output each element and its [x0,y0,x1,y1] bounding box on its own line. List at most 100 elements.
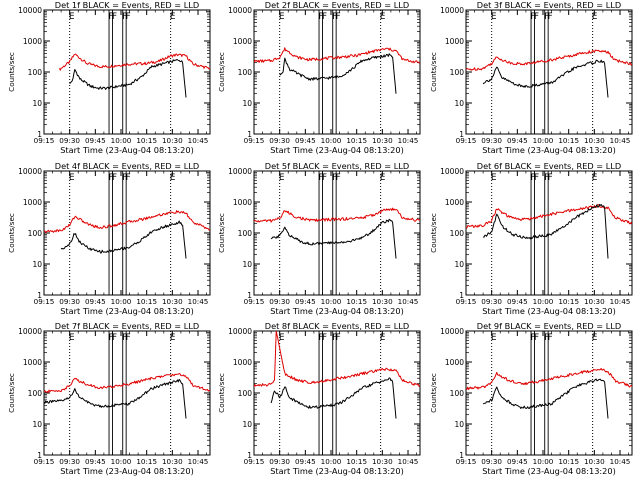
x-tick-label: 09:15 [34,297,55,306]
y-tick-label: 10000 [440,167,464,176]
x-tick-label: 09:15 [456,457,477,466]
x-axis-label: Start Time (23-Aug-04 08:13:20) [270,306,404,316]
chart-panel-4: Det 4f BLACK = Events, RED = LLD 1 10 100 10… [7,161,211,316]
x-tick-label: 10:15 [136,297,157,306]
x-tick-label: 10:00 [111,136,132,145]
x-axis-label: Start Time (23-Aug-04 08:13:20) [60,466,194,476]
x-tick-label: 09:15 [456,297,477,306]
event-marker-label: F [126,173,131,183]
plot-title: Det 2f BLACK = Events, RED = LLD [265,0,409,10]
plot-frame [465,9,633,135]
plot-frame [253,170,421,296]
x-tick-label: 10:30 [584,457,605,466]
x-tick-label: 10:15 [136,136,157,145]
x-tick-label: 09:15 [244,457,265,466]
y-axis-label: Counts/sec [217,213,226,253]
event-marker-label: E [170,12,176,22]
plot-frame [465,330,633,456]
x-tick-label: 10:30 [372,297,393,306]
x-tick-label: 10:45 [610,136,631,145]
event-marker-label: F [534,173,539,183]
event-marker-label: E [170,333,176,343]
x-tick-label: 10:15 [346,136,367,145]
y-tick-label: 10 [32,260,42,269]
event-marker-label: E [69,333,75,343]
x-tick-label: 09:30 [481,457,502,466]
lld-rate-series [466,204,632,229]
event-marker-label: F [548,173,553,183]
y-tick-label: 1 [459,130,464,139]
x-tick-label: 10:00 [321,136,342,145]
event-marker-label: E [592,173,598,183]
x-axis-label: Start Time (23-Aug-04 08:13:20) [60,145,194,155]
plot-title: Det 9f BLACK = Events, RED = LLD [477,321,621,331]
y-tick-label: 10 [32,99,42,108]
x-axis-label: Start Time (23-Aug-04 08:13:20) [482,145,616,155]
y-tick-label: 1000 [23,358,42,367]
event-marker-label: E [380,12,386,22]
event-marker-label: E [69,12,75,22]
y-axis-label: Counts/sec [429,52,438,92]
x-tick-label: 10:30 [372,136,393,145]
x-tick-label: 10:00 [111,457,132,466]
event-marker-label: F [530,12,535,22]
y-tick-label: 10000 [440,327,464,336]
x-tick-label: 09:45 [85,457,106,466]
event-marker-label: E [279,173,285,183]
event-marker-label: E [380,333,386,343]
y-tick-label: 1 [247,291,252,300]
event-marker-label: F [108,173,113,183]
x-axis-label: Start Time (23-Aug-04 08:13:20) [482,306,616,316]
event-marker-label: E [592,333,598,343]
events-rate-series [279,53,397,94]
x-axis-label: Start Time (23-Aug-04 08:13:20) [270,466,404,476]
x-tick-label: 10:15 [558,136,579,145]
y-tick-label: 10 [242,420,252,429]
y-tick-label: 1 [247,451,252,460]
chart-panel-7: Det 7f BLACK = Events, RED = LLD 1 10 100 10… [7,321,211,476]
x-tick-label: 10:15 [346,457,367,466]
x-tick-label: 09:30 [59,457,80,466]
x-tick-label: 10:45 [610,297,631,306]
x-tick-label: 09:30 [269,457,290,466]
y-tick-label: 1 [37,291,42,300]
x-tick-label: 09:45 [85,297,106,306]
event-marker-label: E [69,173,75,183]
events-rate-series [270,218,397,259]
y-tick-label: 1000 [23,198,42,207]
x-tick-label: 10:15 [558,297,579,306]
events-rate-series [60,220,187,259]
y-tick-label: 100 [450,68,465,77]
x-tick-label: 09:45 [295,297,316,306]
y-tick-label: 100 [450,229,465,238]
chart-panel-3: Det 3f BLACK = Events, RED = LLD 1 10 100 10… [429,0,633,155]
x-tick-label: 10:30 [162,457,183,466]
lld-rate-series [466,49,632,71]
event-marker-label: E [279,12,285,22]
x-tick-label: 09:45 [507,136,528,145]
x-tick-label: 10:45 [398,297,419,306]
lld-rate-series [44,373,210,394]
plot-title: Det 1f BLACK = Events, RED = LLD [55,0,199,10]
x-tick-label: 09:30 [59,297,80,306]
x-tick-label: 10:30 [584,297,605,306]
y-axis-label: Counts/sec [217,52,226,92]
plot-title: Det 8f BLACK = Events, RED = LLD [265,321,409,331]
event-marker-label: F [336,12,341,22]
event-marker-label: F [322,333,327,343]
event-marker-label: F [548,333,553,343]
event-marker-label: F [126,12,131,22]
event-marker-label: F [122,12,127,22]
x-tick-label: 10:45 [398,136,419,145]
x-tick-label: 09:30 [269,297,290,306]
y-tick-label: 10 [454,99,464,108]
chart-panel-8: Det 8f BLACK = Events, RED = LLD 1 10 100 10… [217,321,421,476]
event-marker-label: F [336,333,341,343]
x-tick-label: 10:15 [136,457,157,466]
x-tick-label: 10:45 [398,457,419,466]
x-tick-label: 10:45 [188,457,209,466]
y-tick-label: 10000 [18,327,42,336]
y-axis-label: Counts/sec [429,213,438,253]
x-axis-label: Start Time (23-Aug-04 08:13:20) [270,145,404,155]
x-tick-label: 09:15 [34,136,55,145]
